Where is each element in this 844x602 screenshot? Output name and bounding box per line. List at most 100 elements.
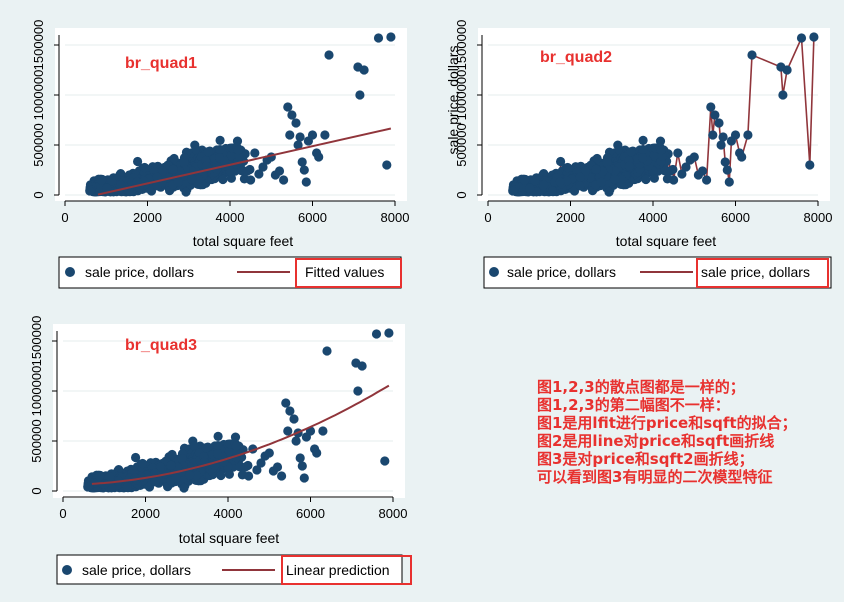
scatter-point — [295, 132, 305, 142]
scatter-point — [215, 153, 225, 163]
legend-item-fit: Linear prediction — [286, 562, 390, 578]
scatter-point — [555, 177, 565, 187]
y-tick-label: 0 — [31, 191, 46, 198]
scatter-point — [107, 176, 117, 186]
scatter-point — [226, 151, 236, 161]
scatter-point — [106, 483, 117, 493]
scatter-point — [138, 458, 148, 469]
x-tick-label: 2000 — [131, 506, 160, 521]
highlight-box — [281, 555, 412, 585]
scatter-point — [386, 32, 396, 42]
scatter-point — [167, 449, 177, 460]
scatter-point — [782, 65, 792, 75]
scatter-point — [508, 186, 518, 196]
scatter-point — [656, 145, 666, 155]
scatter-point — [100, 479, 110, 489]
scatter-point — [293, 140, 303, 150]
scatter-point — [809, 32, 819, 42]
scatter-point — [702, 175, 712, 185]
note-line: 图3是对price和sqft2画折线； — [537, 450, 754, 468]
scatter-point — [157, 166, 168, 176]
scatter-point — [710, 110, 720, 120]
scatter-point — [215, 145, 225, 155]
legend-marker-scatter — [62, 565, 72, 575]
scatter-point — [181, 187, 191, 197]
scatter-point — [297, 157, 307, 167]
y-tick-label: 1500000 — [31, 20, 46, 71]
scatter-point — [737, 152, 747, 162]
scatter-point — [218, 174, 228, 185]
scatter-point — [213, 441, 223, 451]
scatter-point — [626, 147, 636, 157]
scatter-point — [224, 447, 234, 457]
scatter-point — [252, 465, 262, 475]
scatter-point — [133, 156, 143, 167]
fit-line — [91, 384, 390, 485]
scatter-point — [743, 130, 753, 140]
scatter-point — [168, 164, 178, 174]
y-tick-label: 1500000 — [29, 316, 44, 367]
y-axis-title: sale price, dollars — [445, 46, 461, 155]
scatter-point — [616, 174, 627, 184]
scatter-point — [281, 398, 291, 408]
scatter-point — [649, 151, 659, 161]
scatter-point — [289, 414, 299, 424]
scatter-point — [299, 473, 309, 483]
scatter-point — [244, 471, 254, 481]
chart-panel-2: 0 500000 1000000 1500000 0 2000 4000 6000 8000 … — [420, 0, 844, 300]
scatter-point — [689, 152, 699, 162]
scatter-point — [152, 181, 162, 191]
scatter-point — [708, 130, 718, 140]
scatter-point — [556, 156, 566, 167]
note-line: 图2是用line对price和sqft画折线 — [537, 432, 775, 450]
scatter-point — [150, 477, 160, 487]
scatter-point — [359, 65, 369, 75]
scatter-point — [382, 160, 392, 170]
scatter-point — [173, 177, 183, 187]
scatter-point — [122, 482, 132, 492]
scatter-point — [677, 169, 687, 179]
scatter-point — [169, 153, 179, 164]
y-tick-label: 500000 — [31, 123, 46, 166]
scatter-point — [283, 102, 293, 112]
highlight-box — [696, 258, 829, 288]
scatter-point — [187, 174, 197, 184]
y-tick-label: 500000 — [29, 419, 44, 462]
scatter-point — [638, 135, 648, 145]
scatter-point — [706, 102, 716, 112]
scatter-point — [714, 118, 724, 128]
scatter-point — [258, 162, 268, 172]
scatter-point — [283, 426, 293, 436]
x-tick-label: 8000 — [379, 506, 408, 521]
scatter-point — [171, 473, 181, 483]
scatter-point — [246, 175, 256, 185]
y-tick-label: 1000000 — [29, 366, 44, 417]
scatter-point — [131, 452, 141, 463]
scatter-point — [105, 472, 115, 482]
scatter-point — [353, 386, 363, 396]
scatter-point — [563, 162, 573, 173]
scatter-point — [720, 157, 730, 167]
x-tick-label: 4000 — [214, 506, 243, 521]
scatter-point — [575, 181, 585, 191]
scatter-point — [730, 130, 741, 140]
y-tick-label: 1500000 — [454, 20, 469, 71]
x-tick-label: 4000 — [639, 210, 668, 225]
scatter-point — [805, 160, 815, 170]
x-tick-label: 0 — [484, 210, 491, 225]
scatter-point — [291, 436, 301, 446]
scatter-point — [592, 153, 602, 164]
scatter-point — [301, 177, 311, 187]
x-tick-label: 8000 — [381, 210, 410, 225]
scatter-point — [116, 180, 126, 190]
scatter-point — [295, 453, 305, 463]
x-tick-label: 6000 — [296, 506, 325, 521]
chart-panel-1: 0 500000 1000000 1500000 0 2000 4000 6000 8000 … — [0, 0, 420, 300]
scatter-point — [322, 346, 332, 356]
scatter-point — [318, 426, 328, 436]
scatter-point — [530, 176, 540, 186]
scatter-point — [299, 165, 309, 175]
note-line: 图1是用lfit进行price和sqft的拟合； — [537, 414, 797, 432]
scatter-point — [250, 148, 260, 158]
